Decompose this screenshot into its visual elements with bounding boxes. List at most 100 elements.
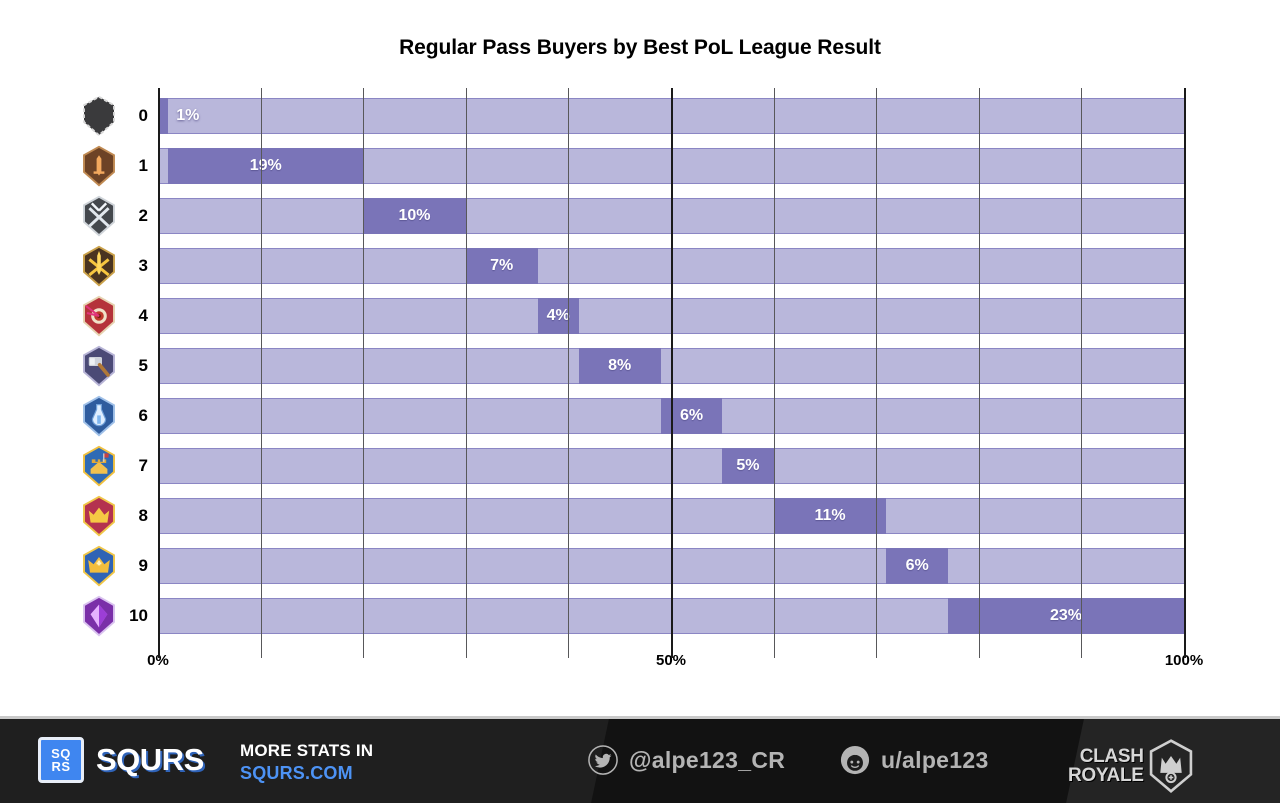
league-badge-none-icon: [78, 95, 120, 137]
x-tickmark: [158, 638, 160, 658]
y-axis-tick: 5: [0, 345, 158, 387]
x-tick-label: 50%: [655, 652, 687, 669]
clash-royale-line-1: CLASH: [1079, 746, 1144, 767]
clash-royale-shield-icon: [1149, 739, 1192, 793]
squrs-mark-icon: SQ RS: [38, 737, 84, 783]
y-axis-label: 5: [138, 356, 148, 375]
x-tick-label: 100%: [1164, 652, 1204, 669]
y-axis-tick: 2: [0, 195, 158, 237]
x-tickmark: [1184, 638, 1186, 658]
x-gridline: [671, 88, 673, 638]
x-gridline: [978, 88, 980, 638]
bar-value-label: 1%: [176, 107, 200, 124]
x-gridline: [260, 88, 262, 638]
bar-segment[interactable]: 6%: [886, 548, 948, 584]
y-axis-tick: 4: [0, 295, 158, 337]
x-tickmark: [978, 638, 980, 658]
x-tickmark: [1081, 638, 1083, 658]
y-axis-tick: 0: [0, 95, 158, 137]
y-axis: 0 1 2 3 4 5 6 7 8 9 10: [0, 88, 158, 638]
bar-value-label: 8%: [608, 357, 632, 374]
y-axis-label: 7: [138, 456, 148, 475]
chart-panel: Regular Pass Buyers by Best PoL League R…: [0, 36, 1204, 678]
bar-value-label: 7%: [490, 257, 514, 274]
league-badge-bronze-sword-icon: [78, 145, 120, 187]
plot-area: 1% 19% 10% 7% 4% 8% 6% 5% 11% 6% 23%: [158, 88, 1186, 658]
x-gridline: [363, 88, 365, 638]
x-tickmark: [568, 638, 570, 658]
reddit-handle-item[interactable]: u/alpe123: [840, 745, 989, 775]
league-badge-blue-potion-icon: [78, 395, 120, 437]
squrs-mark-top: SQ: [51, 746, 71, 761]
y-axis-label: 8: [138, 506, 148, 525]
y-axis-label: 3: [138, 256, 148, 275]
x-gridline: [568, 88, 570, 638]
x-tick-label: 0%: [147, 652, 169, 669]
squrs-logo: SQ RS SQURS: [38, 737, 204, 783]
bar-segment[interactable]: 4%: [537, 298, 579, 334]
y-axis-tick: 8: [0, 495, 158, 537]
x-tickmark: [465, 638, 467, 658]
league-badge-red-target-icon: [78, 295, 120, 337]
clash-royale-logo: CLASH ROYALE: [1068, 739, 1194, 793]
league-badge-purple-crystal-icon: [78, 595, 120, 637]
y-axis-label: 0: [138, 106, 148, 125]
reddit-icon: [840, 745, 870, 775]
y-axis-label: 1: [138, 156, 148, 175]
twitter-handle-item[interactable]: @alpe123_CR: [588, 745, 785, 775]
league-badge-silver-crossed-swords-icon: [78, 195, 120, 237]
x-gridline: [158, 88, 160, 638]
more-stats-line-1: MORE STATS IN: [240, 741, 374, 760]
clash-royale-line-2: ROYALE: [1068, 765, 1144, 786]
x-tickmark: [876, 638, 878, 658]
bar-value-label: 5%: [736, 457, 760, 474]
y-axis-tick: 1: [0, 145, 158, 187]
y-axis-tick: 9: [0, 545, 158, 587]
bar-segment[interactable]: 19%: [168, 148, 364, 184]
y-axis-tick: 7: [0, 445, 158, 487]
league-badge-hammer-icon: [78, 345, 120, 387]
more-stats-line-2: SQURS.COM: [240, 763, 353, 783]
y-axis-tick: 10: [0, 595, 158, 637]
bar-value-label: 4%: [546, 307, 570, 324]
x-tickmark: [773, 638, 775, 658]
bar-segment[interactable]: 7%: [465, 248, 538, 284]
bar-value-label: 6%: [905, 557, 929, 574]
x-gridline: [773, 88, 775, 638]
bar-segment[interactable]: 8%: [578, 348, 661, 384]
bar-value-label: 6%: [679, 407, 704, 424]
y-axis-tick: 6: [0, 395, 158, 437]
bar-value-label: 11%: [814, 507, 846, 524]
footer-bar: SQ RS SQURS MORE STATS IN SQURS.COM @alp…: [0, 716, 1280, 803]
x-tickmark: [260, 638, 262, 658]
x-axis-labels: 0% 50% 100%: [147, 652, 1203, 678]
twitter-handle-text: @alpe123_CR: [629, 746, 786, 773]
y-axis-label: 2: [138, 206, 148, 225]
bar-segment[interactable]: 23%: [948, 598, 1184, 634]
y-axis-label: 9: [138, 556, 148, 575]
x-gridline: [465, 88, 467, 638]
y-axis-label: 6: [138, 406, 148, 425]
x-tickmark: [363, 638, 365, 658]
x-gridline: [876, 88, 878, 638]
bar-segment[interactable]: 1%: [158, 98, 199, 134]
league-badge-gold-swords-icon: [78, 245, 120, 287]
x-tickmark: [671, 638, 673, 658]
y-axis-label: 4: [138, 306, 148, 325]
bar-segment[interactable]: 10%: [363, 198, 466, 234]
clash-royale-wordmark: CLASH ROYALE: [1068, 747, 1144, 785]
bar-value-label: 23%: [1049, 607, 1083, 624]
bar-segment[interactable]: 6%: [660, 398, 723, 434]
bar-segment[interactable]: 5%: [722, 448, 774, 484]
x-gridline: [1081, 88, 1083, 638]
squrs-wordmark: SQURS: [96, 742, 204, 777]
bar-value-label: 19%: [249, 157, 282, 174]
reddit-handle-text: u/alpe123: [881, 746, 989, 773]
y-axis-tick: 3: [0, 245, 158, 287]
league-badge-gold-tower-icon: [78, 445, 120, 487]
bar-segment[interactable]: 11%: [773, 498, 887, 534]
twitter-icon: [588, 745, 618, 775]
league-badge-blue-crown-icon: [78, 545, 120, 587]
bar-value-label: 10%: [398, 207, 431, 224]
x-gridline: [1184, 88, 1186, 638]
